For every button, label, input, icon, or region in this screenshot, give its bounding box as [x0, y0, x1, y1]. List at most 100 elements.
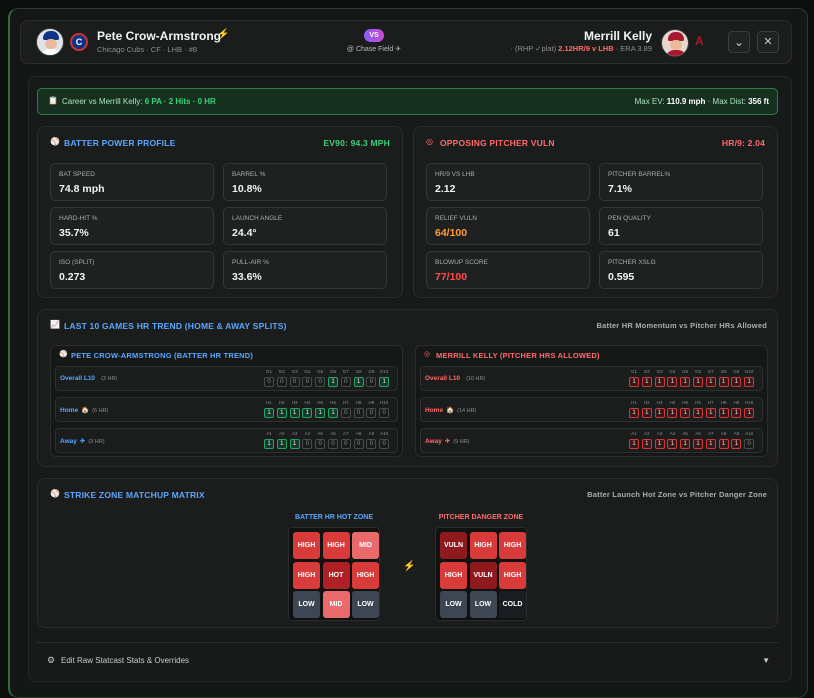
row-icon: ✈ [79, 438, 86, 445]
stat-label: ISO (SPLIT) [59, 259, 95, 266]
hr9-value: HR/9: 2.04 [721, 138, 765, 148]
game-result-box: 1 [693, 377, 703, 387]
trend-row-label: Overall L10 (10 HR) [425, 375, 485, 382]
zone-cell: HIGH [293, 561, 320, 589]
stat-value: 7.1% [608, 183, 632, 195]
game-label: A2 [644, 431, 650, 436]
game-result-box: 1 [264, 408, 274, 418]
pitcher-name[interactable]: Merrill Kelly [583, 29, 652, 43]
batter-card-title: BATTER POWER PROFILE [64, 138, 176, 148]
game-label: G10 [379, 369, 389, 374]
game-label: G1 [265, 369, 272, 374]
trend-row-label: Home 🏠 (6 HR) [60, 406, 108, 414]
stat-tile: BAT SPEED 74.8 mph [50, 163, 214, 201]
trend-row: Home 🏠 (6 HR) H1 1 H2 1 H3 1 H4 1 H5 1 H6 1 H7 0 H8 0 H9 0 H1… [55, 397, 398, 422]
game-result-box: 0 [379, 439, 390, 449]
game-result-box: 0 [276, 377, 287, 387]
game-label: H3 [291, 400, 298, 405]
game-label: G7 [707, 369, 714, 374]
pitcher-trend-title: MERRILL KELLY (PITCHER HRS ALLOWED) [436, 351, 600, 360]
row-count: (6 HR) [92, 408, 109, 414]
game-label: G7 [342, 369, 349, 374]
close-button[interactable]: ✕ [757, 31, 779, 53]
stat-value: 77/100 [435, 271, 468, 283]
stat-tile: RELIEF VULN 64/100 [426, 207, 590, 245]
stat-value: 0.273 [59, 271, 86, 283]
batter-name[interactable]: Pete Crow-Armstrong [97, 29, 222, 43]
game-label: H3 [656, 400, 663, 405]
game-result-box: 0 [302, 439, 313, 449]
row-count: (3 HR) [88, 439, 105, 445]
batter-zone-grid: HIGH HIGH MID HIGH HOT HIGH LOW MID LOW [288, 527, 380, 621]
gear-icon: ⚙ [47, 655, 56, 665]
game-result-box: 1 [654, 408, 665, 418]
hr-trend-card: 📈 LAST 10 GAMES HR TREND (HOME & AWAY SP… [37, 309, 778, 467]
career-banner: 📋 Career vs Merrill Kelly: 6 PA · 2 Hits… [37, 88, 778, 115]
game-result-box: 1 [744, 377, 755, 387]
edit-stats-toggle[interactable]: ⚙ Edit Raw Statcast Stats & Overrides ▼ [37, 650, 778, 672]
batter-trend-panel: ⚾ PETE CROW-ARMSTRONG (BATTER HR TREND) … [50, 345, 403, 457]
zone-subtitle: Batter Launch Hot Zone vs Pitcher Danger… [587, 490, 767, 499]
stat-tile: PEN QUALITY 61 [599, 207, 763, 245]
batter-power-card: ⚾ BATTER POWER PROFILE EV90: 94.3 MPH BA… [37, 126, 403, 298]
divider [37, 642, 778, 643]
game-result-box: 0 [353, 408, 364, 418]
game-label: A5 [682, 431, 688, 436]
stat-label: HR/9 VS LHB [435, 171, 475, 178]
trend-subtitle: Batter HR Momentum vs Pitcher HRs Allowe… [596, 321, 767, 330]
game-result-box: 1 [276, 408, 287, 418]
game-result-box: 1 [744, 408, 755, 418]
game-label: H7 [707, 400, 714, 405]
stat-value: 64/100 [435, 227, 468, 239]
stat-value: 33.6% [232, 271, 262, 283]
game-label: A7 [343, 431, 349, 436]
row-count: (10 HR) [466, 376, 486, 382]
batter-trend-title: PETE CROW-ARMSTRONG (BATTER HR TREND) [71, 351, 254, 360]
game-result-box: 1 [353, 377, 364, 387]
game-label: H1 [266, 400, 272, 405]
game-label: A9 [733, 431, 740, 436]
stat-label: PITCHER XSLG [608, 259, 656, 266]
game-result-box: 0 [340, 408, 351, 418]
row-icon: 🏠 [446, 407, 455, 414]
batter-zone-title: BATTER HR HOT ZONE [294, 514, 374, 521]
game-result-box: 1 [693, 439, 703, 449]
trend-row: Overall L10 (10 HR) G1 1 G2 1 G3 1 G4 1 G5 1 G6 1 G7 1 G… [420, 366, 763, 391]
game-result-box: 1 [641, 377, 652, 387]
game-result-box: 1 [629, 408, 639, 418]
game-label: H7 [342, 400, 349, 405]
game-result-box: 1 [705, 439, 716, 449]
row-icon: ✈ [444, 438, 451, 445]
zone-cell: HOT [322, 561, 350, 589]
collapse-button[interactable]: ⌄ [728, 31, 750, 53]
game-result-box: 1 [264, 439, 274, 449]
game-label: A8 [355, 431, 362, 436]
lightning-icon: ⚡ [217, 29, 230, 40]
game-label: H4 [304, 400, 311, 405]
game-result-box: 0 [264, 377, 274, 387]
game-label: A10 [380, 431, 389, 436]
stat-label: LAUNCH ANGLE [232, 215, 283, 222]
game-label: H2 [643, 400, 650, 405]
game-label: G3 [291, 369, 298, 374]
game-result-box: 0 [366, 408, 377, 418]
stat-label: BLOWUP SCORE [435, 259, 488, 266]
game-label: G1 [630, 369, 637, 374]
game-result-box: 0 [315, 439, 326, 449]
game-result-box: 1 [718, 408, 729, 418]
game-result-box: 0 [366, 377, 377, 387]
game-label: H9 [368, 400, 375, 405]
game-label: H5 [317, 400, 324, 405]
stat-label: PITCHER BARREL% [608, 171, 671, 178]
trend-row-label: Away ✈ (3 HR) [60, 437, 105, 445]
game-label: G9 [733, 369, 740, 374]
game-label: G9 [368, 369, 375, 374]
pitcher-avatar [661, 29, 689, 57]
game-result-box: 1 [667, 377, 678, 387]
game-result-box: 1 [680, 377, 691, 387]
stat-value: 10.8% [232, 183, 262, 195]
stat-tile: LAUNCH ANGLE 24.4° [223, 207, 387, 245]
game-label: G4 [304, 369, 311, 374]
ev90-value: EV90: 94.3 MPH [323, 138, 390, 148]
row-name: Home [60, 407, 79, 414]
